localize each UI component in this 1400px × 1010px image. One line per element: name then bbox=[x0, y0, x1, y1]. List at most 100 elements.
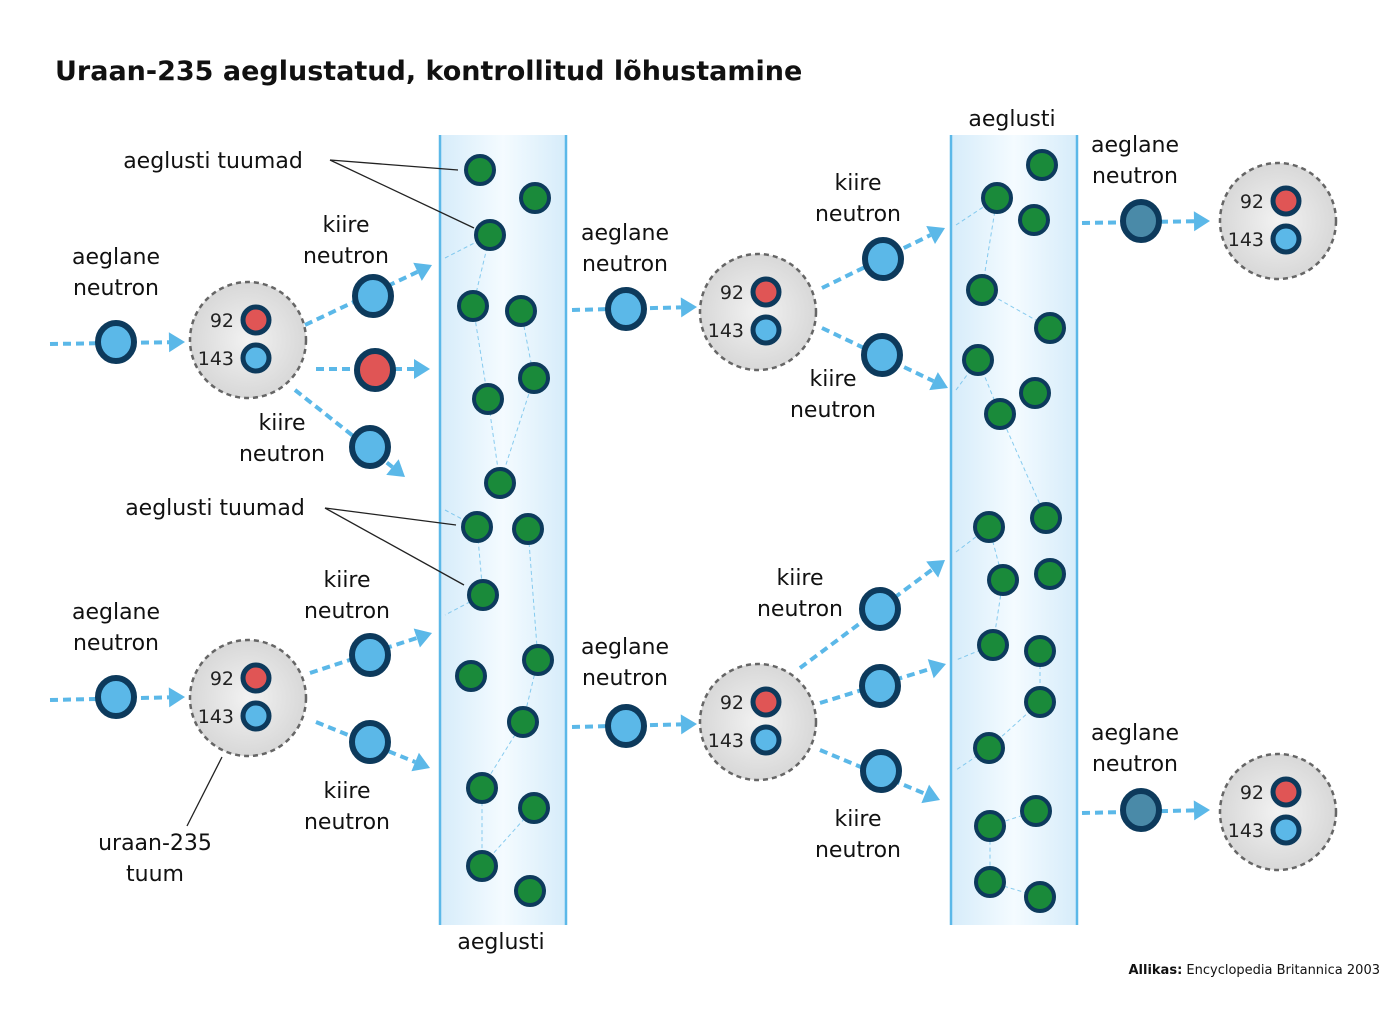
neutron-icon bbox=[240, 700, 272, 732]
proton-icon bbox=[240, 304, 272, 336]
arrow-head bbox=[921, 784, 940, 804]
arrow-head bbox=[929, 372, 948, 391]
source-note: Allikas: Encyclopedia Britannica 2003 bbox=[1128, 963, 1380, 978]
moderator-nucleus bbox=[962, 344, 994, 376]
proton-count: 92 bbox=[1240, 782, 1264, 804]
neutron-icon bbox=[605, 704, 647, 748]
fast-neutron-label: kiire bbox=[809, 367, 856, 392]
fast-neutron-label: neutron bbox=[815, 202, 901, 227]
moderator-nucleus bbox=[522, 644, 554, 676]
slow-neutron-label: aeglane bbox=[1091, 133, 1179, 158]
proton-icon bbox=[240, 662, 272, 694]
proton-count: 92 bbox=[720, 282, 744, 304]
moderator-nucleus bbox=[1030, 502, 1062, 534]
arrow-head bbox=[926, 560, 945, 578]
moderator-nucleus bbox=[472, 383, 504, 415]
moderator-nuclei-label: aeglusti tuumad bbox=[125, 496, 305, 521]
slow-neutron-icon bbox=[1120, 199, 1162, 243]
moderator-nucleus bbox=[1024, 881, 1056, 913]
fast-neutron-label: neutron bbox=[757, 597, 843, 622]
slow-neutron-label: aeglane bbox=[1091, 721, 1179, 746]
neutron-count: 143 bbox=[198, 348, 234, 370]
arrow-shaft bbox=[304, 270, 419, 327]
slow-neutron-label: neutron bbox=[582, 252, 668, 277]
fast-neutron-label: neutron bbox=[239, 442, 325, 467]
arrow-head bbox=[168, 687, 185, 708]
pointer-line bbox=[324, 507, 457, 526]
fast-neutron-label: kiire bbox=[776, 566, 823, 591]
neutron-icon bbox=[1270, 814, 1302, 846]
arrow-head bbox=[926, 226, 945, 245]
proton-icon bbox=[1270, 185, 1302, 217]
moderator-nucleus bbox=[484, 467, 516, 499]
proton-count: 92 bbox=[210, 668, 234, 690]
neutron-icon bbox=[349, 633, 391, 677]
fast-neutron-label: kiire bbox=[834, 171, 881, 196]
neutron-path bbox=[955, 196, 1051, 329]
neutron-icon bbox=[352, 274, 394, 318]
fast-neutron-label: neutron bbox=[815, 838, 901, 863]
arrow-shaft bbox=[821, 233, 932, 290]
neutron-icon bbox=[861, 333, 903, 377]
moderator-nucleus bbox=[974, 866, 1006, 898]
moderator-nucleus bbox=[981, 182, 1013, 214]
fast-neutron-label: kiire bbox=[323, 779, 370, 804]
source-text: Encyclopedia Britannica 2003 bbox=[1182, 963, 1380, 978]
moderator-nucleus bbox=[507, 706, 539, 738]
moderator-nucleus bbox=[467, 579, 499, 611]
moderator-nucleus bbox=[518, 792, 550, 824]
arrow-head bbox=[680, 714, 697, 735]
neutron-count: 143 bbox=[708, 730, 744, 752]
pointer-line bbox=[329, 159, 475, 229]
arrow-shaft bbox=[293, 388, 394, 469]
neutron-icon bbox=[1270, 223, 1302, 255]
neutron-icon bbox=[862, 237, 904, 281]
neutron-icon bbox=[349, 720, 391, 764]
slow-neutron-label: neutron bbox=[73, 276, 159, 301]
neutron-icon bbox=[349, 425, 391, 469]
fast-neutron-label: kiire bbox=[834, 807, 881, 832]
uranium-nucleus bbox=[188, 638, 308, 758]
moderator-label: aeglusti bbox=[968, 107, 1055, 132]
neutron-path bbox=[955, 651, 1041, 771]
slow-neutron-icon bbox=[1120, 788, 1162, 832]
moderator-nucleus bbox=[974, 810, 1006, 842]
neutron-path bbox=[481, 528, 539, 866]
moderator-nucleus bbox=[455, 660, 487, 692]
proton-icon bbox=[1270, 776, 1302, 808]
moderator-nucleus bbox=[973, 511, 1005, 543]
fast-neutron-label: kiire bbox=[322, 213, 369, 238]
moderator-nucleus bbox=[512, 513, 544, 545]
uranium-nucleus-label: tuum bbox=[126, 862, 184, 887]
moderator-nucleus bbox=[518, 362, 550, 394]
slow-neutron-label: neutron bbox=[1092, 164, 1178, 189]
arrow-head bbox=[927, 659, 946, 679]
uranium-nucleus bbox=[188, 280, 308, 400]
neutron-icon bbox=[860, 749, 902, 793]
moderator-nucleus bbox=[1024, 635, 1056, 667]
fast-neutron-label: neutron bbox=[790, 398, 876, 423]
slow-neutron-label: aeglane bbox=[72, 600, 160, 625]
neutron-count: 143 bbox=[198, 706, 234, 728]
moderator-block bbox=[951, 135, 1077, 925]
fast-neutron-label: neutron bbox=[303, 244, 389, 269]
slow-neutron-label: neutron bbox=[1092, 752, 1178, 777]
moderator-block bbox=[440, 135, 566, 925]
moderator-nucleus bbox=[474, 219, 506, 251]
arrow-head bbox=[413, 262, 432, 281]
fast-neutron-label: neutron bbox=[304, 810, 390, 835]
arrow-head bbox=[680, 297, 697, 318]
neutron-path bbox=[989, 810, 1041, 898]
slow-neutron-label: aeglane bbox=[581, 635, 669, 660]
moderator-nucleus bbox=[1018, 204, 1050, 236]
uranium-nucleus bbox=[698, 662, 818, 782]
moderator-nucleus bbox=[1034, 312, 1066, 344]
moderator-nucleus bbox=[1019, 377, 1051, 409]
diagram-title: Uraan-235 aeglustatud, kontrollitud lõhu… bbox=[55, 56, 802, 87]
source-label: Allikas: bbox=[1128, 963, 1182, 978]
arrow-head bbox=[413, 628, 432, 648]
uranium-nucleus bbox=[698, 252, 818, 372]
slow-neutron-label: aeglane bbox=[72, 245, 160, 270]
moderator-nucleus bbox=[1034, 558, 1066, 590]
proton-count: 92 bbox=[720, 692, 744, 714]
